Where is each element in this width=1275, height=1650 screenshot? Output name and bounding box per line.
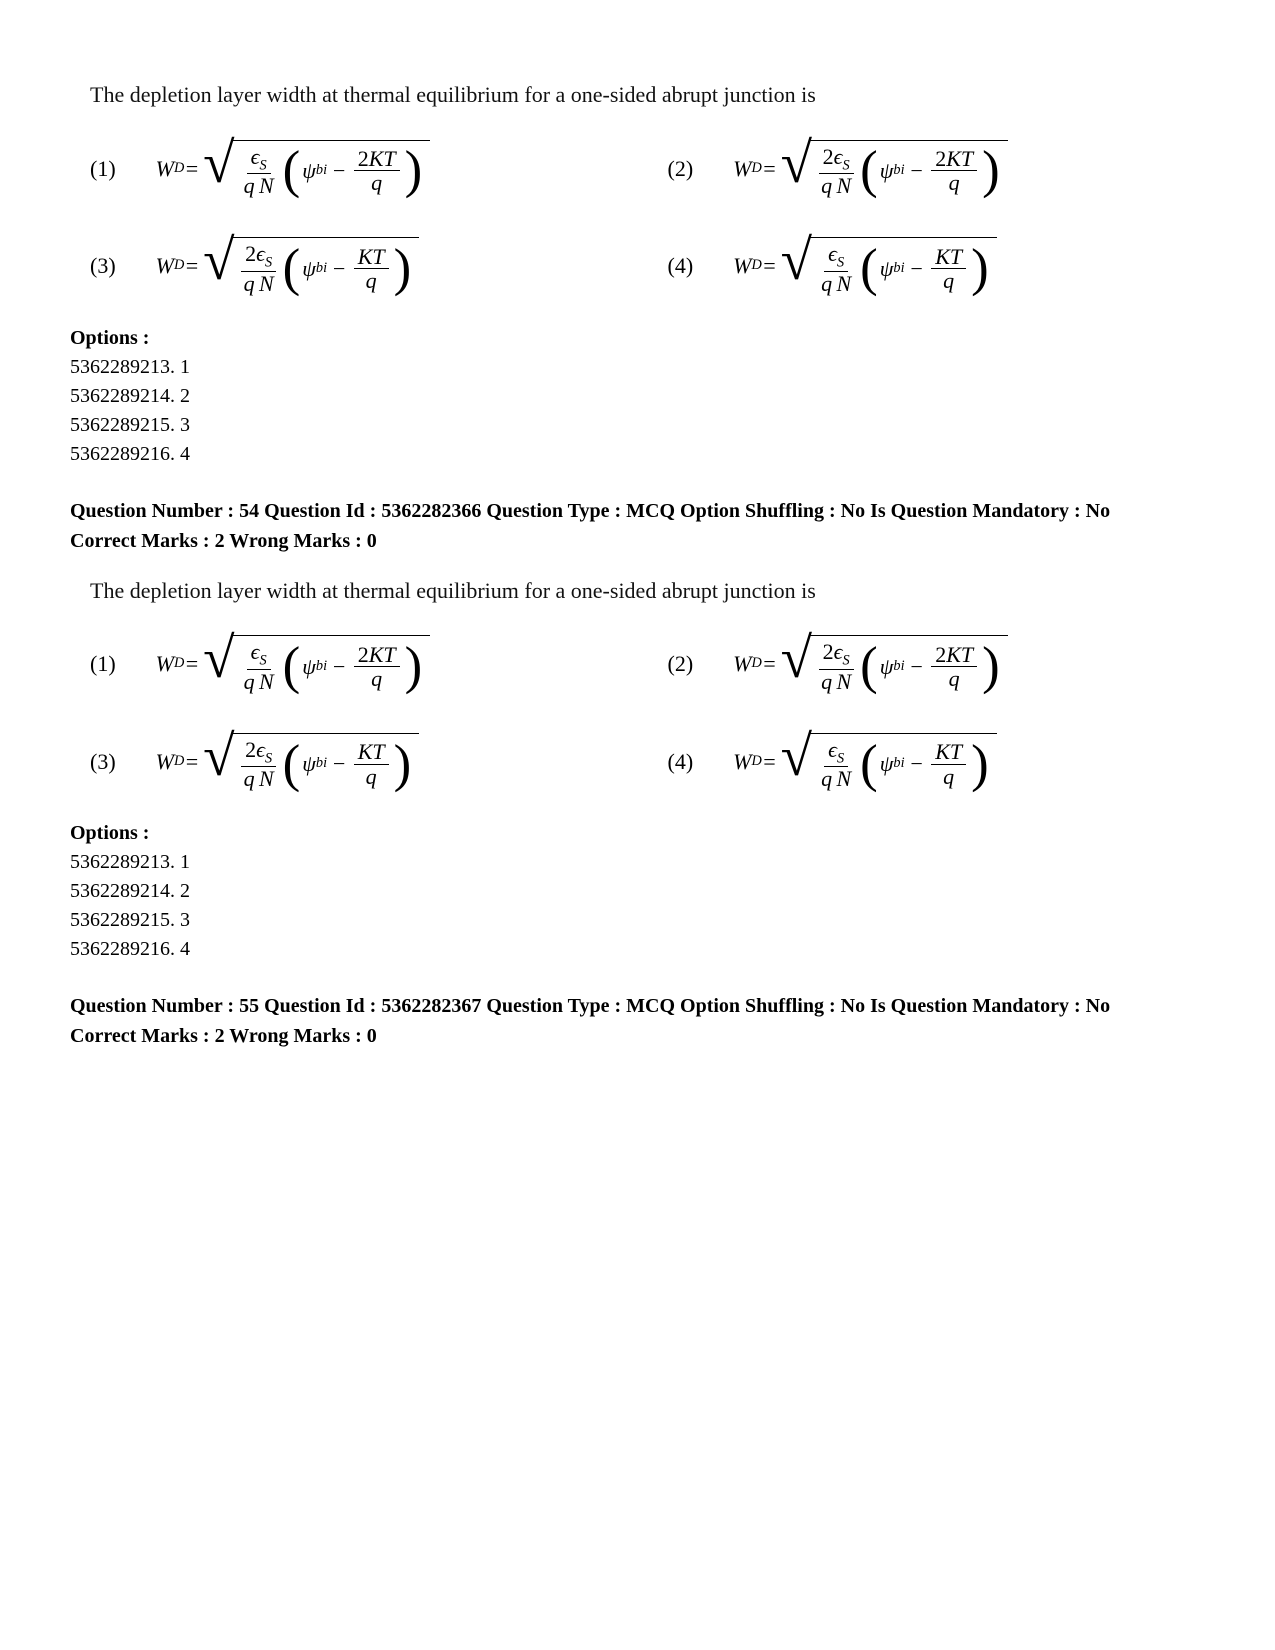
option-line: 5362289215. 3: [70, 412, 1205, 439]
question-stem: The depletion layer width at thermal equ…: [90, 80, 1205, 110]
formula-math: WD=√2ϵSq N(ψbi − KTq): [156, 237, 420, 294]
formula-cell: (4) WD=√ϵSq N(ψbi − KTq): [668, 237, 1206, 294]
formula-math: WD=√ϵSq N(ψbi − 2KTq): [156, 635, 431, 692]
option-line: 5362289213. 1: [70, 354, 1205, 381]
meta-line: Correct Marks : 2 Wrong Marks : 0: [70, 526, 1205, 556]
question-meta: Question Number : 55 Question Id : 53622…: [70, 991, 1205, 1051]
formula-cell: (3) WD=√2ϵSq N(ψbi − KTq): [90, 733, 628, 790]
question-meta: Question Number : 54 Question Id : 53622…: [70, 496, 1205, 556]
formula-cell: (2) WD=√2ϵSq N(ψbi − 2KTq): [668, 635, 1206, 692]
meta-line: Correct Marks : 2 Wrong Marks : 0: [70, 1021, 1205, 1051]
option-line: 5362289216. 4: [70, 441, 1205, 468]
question-stem: The depletion layer width at thermal equ…: [90, 576, 1205, 606]
formula-cell: (2) WD=√2ϵSq N(ψbi − 2KTq): [668, 140, 1206, 197]
formula-number: (3): [90, 747, 116, 777]
formula-number: (2): [668, 154, 694, 184]
formula-math: WD=√2ϵSq N(ψbi − 2KTq): [733, 635, 1008, 692]
formula-cell: (1) WD=√ϵSq N(ψbi − 2KTq): [90, 635, 628, 692]
formula-number: (4): [668, 251, 694, 281]
formula-number: (1): [90, 154, 116, 184]
formula-cell: (4) WD=√ϵSq N(ψbi − KTq): [668, 733, 1206, 790]
option-line: 5362289214. 2: [70, 383, 1205, 410]
formula-number: (1): [90, 649, 116, 679]
formula-cell: (1) WD=√ϵSq N(ψbi − 2KTq): [90, 140, 628, 197]
option-line: 5362289214. 2: [70, 878, 1205, 905]
formula-math: WD=√ϵSq N(ψbi − 2KTq): [156, 140, 431, 197]
formula-grid: (1) WD=√ϵSq N(ψbi − 2KTq) (2) WD=√2ϵSq N(ψb…: [90, 140, 1205, 295]
option-line: 5362289216. 4: [70, 936, 1205, 963]
options-label: Options :: [70, 820, 1205, 847]
formula-math: WD=√2ϵSq N(ψbi − KTq): [156, 733, 420, 790]
option-line: 5362289213. 1: [70, 849, 1205, 876]
formula-number: (4): [668, 747, 694, 777]
formula-math: WD=√2ϵSq N(ψbi − 2KTq): [733, 140, 1008, 197]
formula-number: (3): [90, 251, 116, 281]
option-line: 5362289215. 3: [70, 907, 1205, 934]
formula-math: WD=√ϵSq N(ψbi − KTq): [733, 733, 997, 790]
formula-cell: (3) WD=√2ϵSq N(ψbi − KTq): [90, 237, 628, 294]
formula-math: WD=√ϵSq N(ψbi − KTq): [733, 237, 997, 294]
meta-line: Question Number : 54 Question Id : 53622…: [70, 496, 1205, 526]
formula-number: (2): [668, 649, 694, 679]
meta-line: Question Number : 55 Question Id : 53622…: [70, 991, 1205, 1021]
options-label: Options :: [70, 325, 1205, 352]
formula-grid: (1) WD=√ϵSq N(ψbi − 2KTq) (2) WD=√2ϵSq N(ψb…: [90, 635, 1205, 790]
